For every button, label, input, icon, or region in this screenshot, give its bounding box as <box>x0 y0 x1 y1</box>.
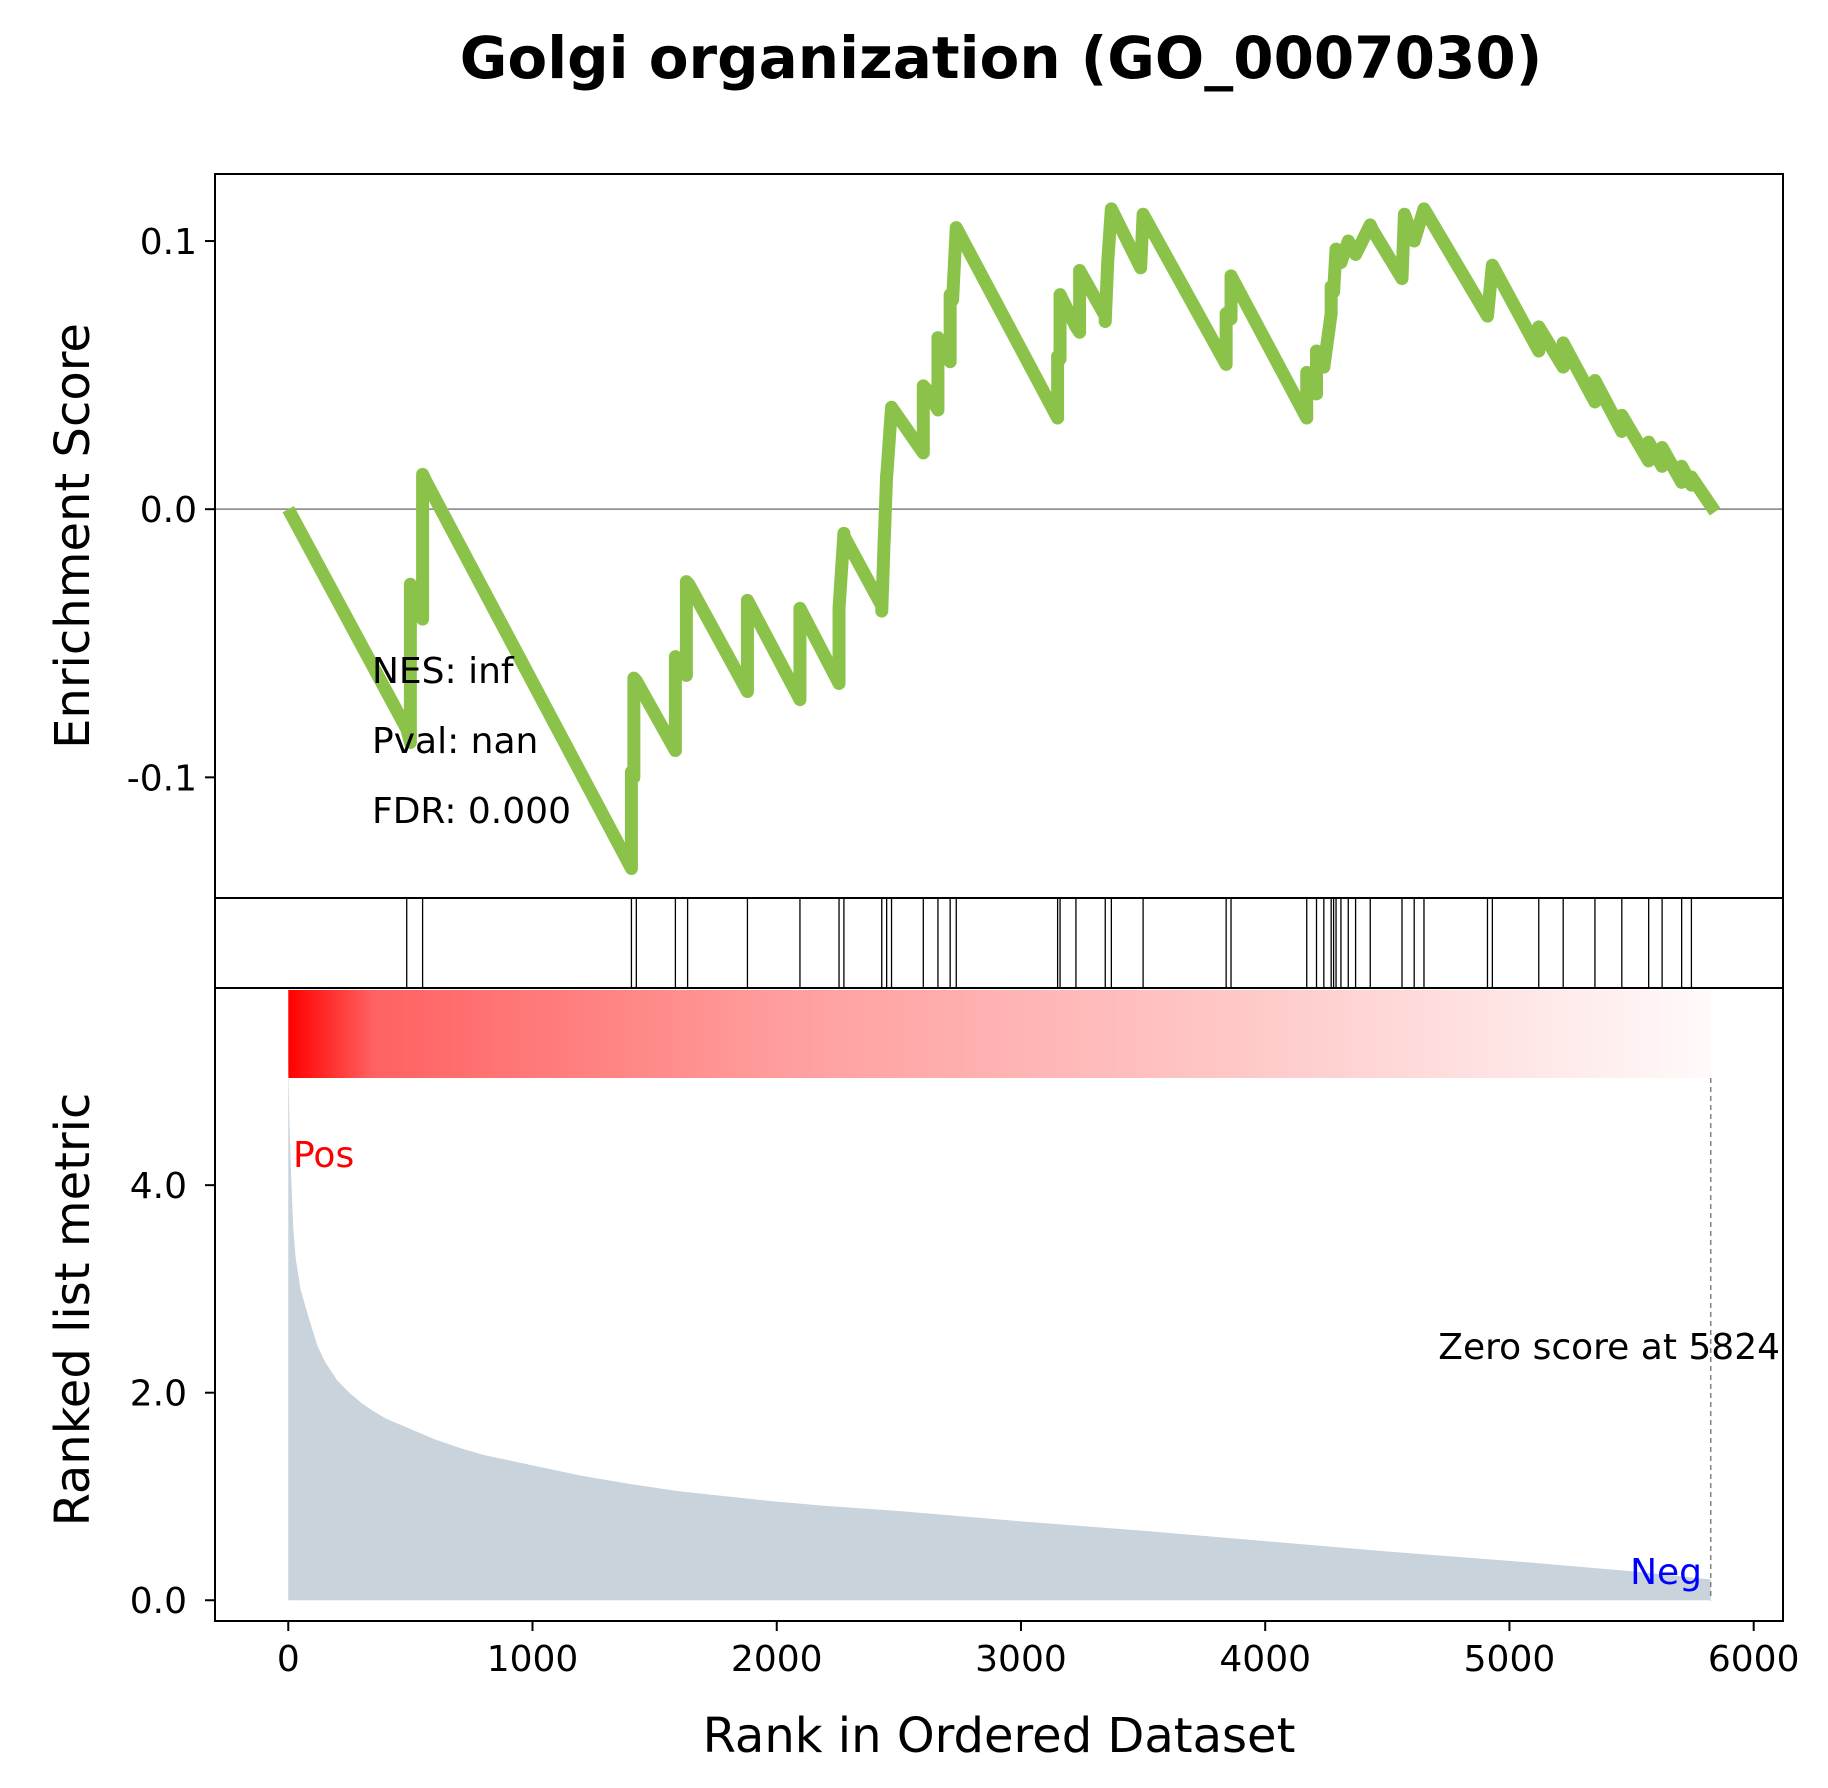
enrichment-y-tick-label: 0.0 <box>140 490 197 531</box>
x-tick-label: 2000 <box>731 1639 823 1680</box>
metric-y-tick-label: 2.0 <box>130 1374 187 1415</box>
metric-y-label: Ranked list metric <box>45 1093 101 1527</box>
ranked-metric-area <box>288 1060 1711 1601</box>
hit-lines <box>406 898 1693 988</box>
enrichment-y-label: Enrichment Score <box>45 323 101 749</box>
metric-panel: Zero score at 5824 Pos Neg 0.0 2.0 4.0 Ran… <box>45 987 1800 1764</box>
hits-frame <box>214 897 1784 989</box>
pval-stat: Pval: nan <box>372 721 538 762</box>
pos-label: Pos <box>293 1135 354 1176</box>
fdr-stat: FDR: 0.000 <box>372 791 571 832</box>
enrichment-y-tick-label: -0.1 <box>127 758 197 799</box>
x-tick-label: 5000 <box>1464 1639 1556 1680</box>
enrichment-y-ticks: -0.1 0.0 0.1 <box>127 222 215 799</box>
x-tick-label: 0 <box>277 1639 300 1680</box>
metric-y-ticks: 0.0 2.0 4.0 <box>130 1166 215 1622</box>
enrichment-y-tick-label: 0.1 <box>140 222 197 263</box>
enrichment-panel: -0.1 0.0 0.1 Enrichment Score NES: inf Pva… <box>45 173 1784 899</box>
x-tick-label: 1000 <box>487 1639 579 1680</box>
x-axis-ticks: 0 1000 2000 3000 4000 5000 6000 <box>277 1621 1800 1680</box>
hits-panel <box>214 897 1784 989</box>
metric-y-tick-label: 0.0 <box>130 1581 187 1622</box>
nes-stat: NES: inf <box>372 651 515 692</box>
x-tick-label: 6000 <box>1708 1639 1800 1680</box>
enrichment-score-line <box>282 202 1721 876</box>
metric-frame <box>214 987 1784 1622</box>
zero-score-label: Zero score at 5824 <box>1438 1327 1780 1368</box>
metric-y-tick-label: 4.0 <box>130 1166 187 1207</box>
rank-colorbar <box>288 990 1711 1078</box>
chart-title: Golgi organization (GO_0007030) <box>460 24 1542 92</box>
x-axis-label: Rank in Ordered Dataset <box>703 1708 1296 1764</box>
x-tick-label: 3000 <box>975 1639 1067 1680</box>
x-tick-label: 4000 <box>1219 1639 1311 1680</box>
neg-label: Neg <box>1630 1552 1702 1593</box>
